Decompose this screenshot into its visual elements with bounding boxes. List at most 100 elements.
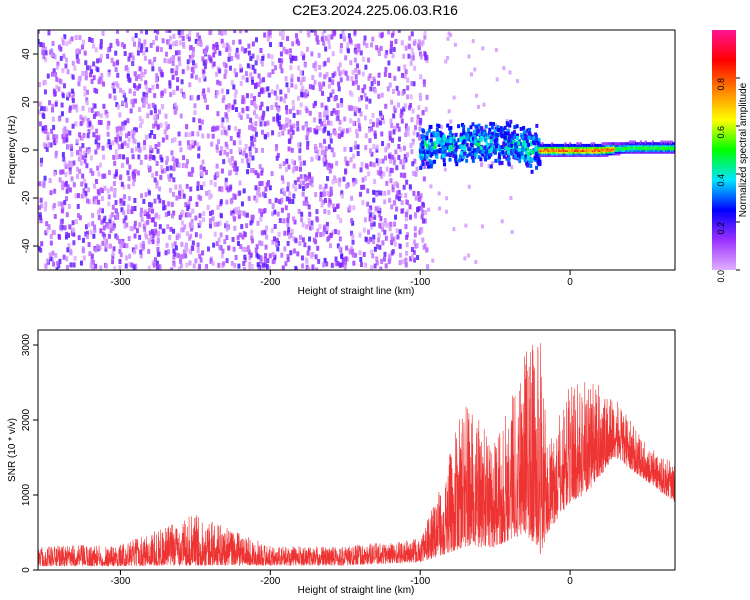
spectrogram-cell	[354, 252, 358, 258]
spectrogram-cell	[623, 142, 626, 146]
spectrogram-cell	[61, 180, 65, 186]
spectrogram-cell	[76, 203, 80, 209]
spectrogram-cell	[147, 213, 151, 219]
spectrogram-cell	[267, 30, 271, 34]
spectrogram-cell	[548, 152, 551, 156]
spectrogram-cell	[377, 80, 381, 86]
spectrogram-cell	[262, 267, 266, 270]
spectrogram-cell	[65, 188, 69, 194]
spectrogram-cell	[620, 145, 623, 149]
spectrogram-cell	[572, 152, 575, 156]
spectrogram-cell	[168, 176, 172, 182]
spectrogram-cell	[617, 148, 620, 152]
spectrogram-cell	[525, 139, 529, 144]
spectrogram-cell	[85, 100, 89, 106]
spectrogram-cell	[108, 218, 112, 224]
spectrogram-cell	[421, 153, 425, 158]
spectrogram-cell	[471, 133, 475, 138]
spectrogram-cell	[244, 153, 248, 159]
spectrogram-cell	[48, 252, 52, 258]
spectrogram-cell	[212, 52, 216, 58]
colorbar-gradient	[712, 30, 736, 270]
spectrogram-cell	[234, 254, 238, 260]
spectrogram-cell	[132, 41, 136, 47]
spectrogram-cell	[397, 126, 401, 132]
spectrogram-cell	[218, 30, 222, 36]
spectrogram-cell	[564, 152, 567, 156]
spectrogram-cell	[402, 145, 406, 151]
spectrogram-cell	[600, 143, 603, 147]
spectrogram-cell	[593, 152, 596, 156]
spectrogram-cell	[271, 61, 275, 67]
spectrogram-cell	[656, 148, 659, 152]
spectrogram-cell	[330, 147, 334, 153]
spectrogram-cell	[318, 64, 322, 70]
spectrogram-cell	[603, 142, 607, 146]
spectrogram-cell	[88, 36, 92, 42]
spectrogram-cell	[85, 147, 89, 153]
spectrogram-cell	[77, 49, 81, 55]
spectrogram-cell	[97, 79, 101, 85]
spectrogram-cell	[399, 172, 403, 178]
spectrogram-cell	[122, 210, 126, 216]
spectrogram-cell	[599, 143, 602, 147]
spectrogram-cell	[270, 54, 274, 60]
spectrogram-cell	[287, 122, 291, 128]
spectrogram-cell	[131, 102, 135, 108]
spectrogram-cell	[156, 265, 160, 270]
spectrogram-cell	[105, 238, 109, 244]
spectrogram-cell	[608, 152, 611, 156]
spectrogram-cell	[588, 150, 591, 154]
spectrogram-cell	[245, 212, 249, 218]
spectrogram-cell	[639, 145, 643, 149]
spectrogram-cell	[582, 147, 585, 151]
spectrogram-cell	[205, 264, 209, 270]
spectrogram-cell	[315, 36, 319, 42]
spectrogram-cell	[500, 133, 504, 138]
spectrogram-cell	[643, 142, 646, 146]
spectrogram-cell	[152, 123, 156, 129]
spectrogram-cell	[485, 143, 489, 148]
spectrogram-cell	[605, 154, 608, 158]
spectrogram-cell	[643, 147, 646, 151]
spectrogram-cell	[494, 138, 498, 143]
spectrogram-cell	[633, 142, 637, 146]
spectrogram-cell	[636, 142, 639, 146]
spectrogram-cell	[284, 261, 288, 267]
spectrogram-cell	[142, 44, 146, 50]
spectrogram-cell	[81, 44, 85, 50]
spectrogram-cell	[338, 71, 342, 77]
spectrogram-cell	[440, 125, 444, 130]
spectrogram-cell	[560, 148, 563, 152]
spectrogram-cell	[534, 147, 538, 152]
spectrogram-cell	[573, 154, 577, 158]
spectrogram-cell	[178, 190, 182, 196]
spectrogram-cell	[396, 190, 400, 196]
spectrogram-cell	[406, 94, 410, 100]
spectrogram-cell	[362, 184, 366, 190]
spectrogram-cell	[375, 260, 379, 266]
spectrogram-cell	[56, 260, 60, 266]
spectrogram-cell	[420, 228, 424, 234]
spectrogram-cell	[178, 194, 182, 200]
spectrogram-cell	[322, 118, 326, 124]
spectrogram-cell	[322, 128, 326, 134]
spectrogram-cell	[673, 147, 675, 151]
spectrogram-cell	[362, 251, 366, 257]
spectrogram-cell	[180, 241, 184, 247]
spectrogram-cell	[42, 113, 46, 119]
spectrogram-cell	[57, 116, 61, 122]
spectrogram-cell	[607, 148, 610, 152]
spectrogram-cell	[356, 144, 360, 150]
spectrogram-cell	[299, 70, 303, 76]
spectrogram-cell	[354, 179, 358, 185]
spectrogram-cell	[578, 143, 581, 147]
spectrogram-cell	[428, 159, 432, 164]
spectrogram-cell	[551, 148, 554, 152]
spectrogram-cell	[176, 85, 180, 91]
spectrogram-cell	[149, 110, 153, 116]
spectrogram-cell	[404, 69, 408, 75]
spectrogram-cell	[587, 154, 590, 158]
spectrogram-cell	[314, 146, 318, 152]
spectrogram-cell	[55, 84, 59, 90]
